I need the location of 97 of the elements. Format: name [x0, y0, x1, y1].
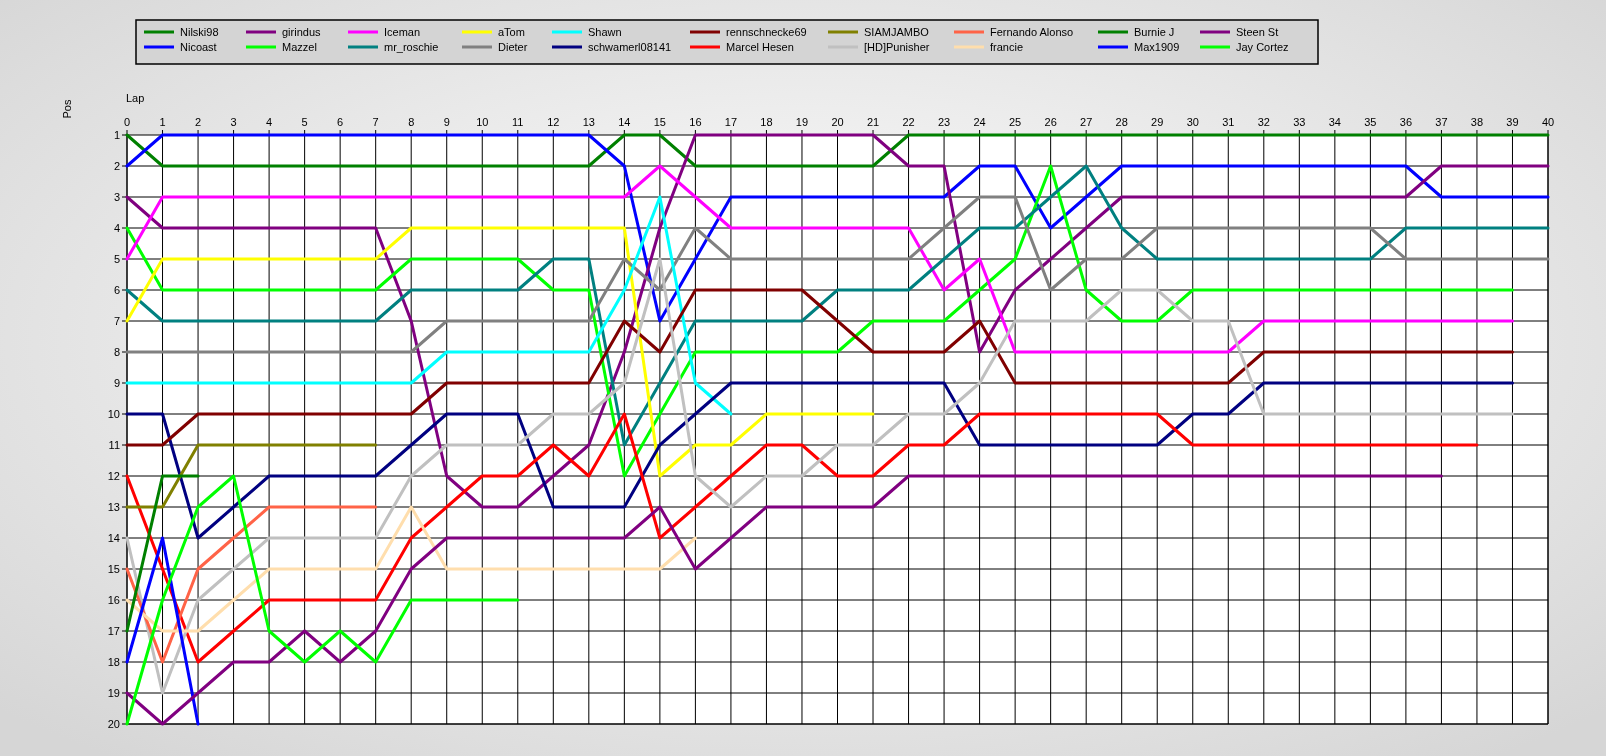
x-tick-label: 13 [582, 116, 595, 128]
legend-label: Fernando Alonso [990, 26, 1074, 38]
legend-label: Nicoast [180, 41, 217, 53]
y-tick-label: 2 [113, 160, 120, 172]
x-tick-label: 27 [1080, 116, 1093, 128]
y-tick-label: 7 [113, 315, 120, 327]
legend-label: Marcel Hesen [726, 41, 794, 53]
line-series [125, 257, 1514, 695]
line-series [125, 133, 1550, 323]
y-tick-label: 10 [107, 408, 120, 420]
legend-label: aTom [498, 26, 525, 38]
legend-label: Steen St [1236, 26, 1279, 38]
legend-label: rennschnecke69 [726, 26, 807, 38]
x-tick-label: 28 [1115, 116, 1128, 128]
x-tick-label: 29 [1151, 116, 1164, 128]
x-tick-label: 9 [443, 116, 450, 128]
line-series [125, 412, 1479, 664]
y-tick-label: 16 [107, 594, 120, 606]
y-tick-label: 11 [108, 439, 120, 451]
line-series [125, 474, 520, 726]
x-tick-label: 40 [1541, 116, 1555, 128]
y-tick-label: 15 [107, 563, 120, 575]
line-series [125, 195, 1550, 354]
x-tick-label: 31 [1222, 116, 1235, 128]
x-tick-label: 12 [547, 116, 560, 128]
x-tick-label: 32 [1257, 116, 1270, 128]
y-tick-label: 17 [107, 625, 120, 637]
line-series [125, 288, 1514, 447]
x-tick-label: 23 [937, 116, 951, 128]
y-tick-label: 8 [113, 346, 120, 358]
x-tick-label: 36 [1399, 116, 1413, 128]
legend-label: mr_roschie [384, 41, 439, 53]
legend-label: SIAMJAMBO [864, 26, 930, 38]
y-tick-label: 5 [113, 253, 120, 265]
x-tick-label: 10 [476, 116, 489, 128]
legend-label: Burnie J [1134, 26, 1175, 38]
legend-label: Mazzel [282, 41, 317, 53]
x-tick-label: 8 [408, 116, 415, 128]
x-tick-label: 3 [230, 116, 237, 128]
legend-label: Max1909 [1134, 41, 1180, 53]
y-tick-label: 1 [113, 129, 120, 141]
y-tick-label: 12 [107, 470, 120, 482]
y-tick-label: 13 [107, 501, 120, 513]
legend-label: Iceman [384, 26, 421, 38]
legend-label: [HD]Punisher [864, 41, 930, 53]
x-axis-title: Lap [126, 92, 145, 104]
x-tick-label: 0 [123, 116, 131, 128]
legend-label: schwamerl08141 [588, 41, 672, 53]
y-tick-label: 19 [107, 687, 120, 699]
x-tick-label: 21 [866, 116, 880, 128]
x-tick-label: 14 [618, 116, 631, 128]
line-series [125, 164, 1514, 354]
x-tick-label: 11 [512, 116, 524, 128]
x-tick-label: 6 [337, 116, 344, 128]
x-tick-label: 30 [1186, 116, 1199, 128]
x-tick-label: 22 [902, 116, 915, 128]
x-tick-label: 35 [1364, 116, 1377, 128]
legend-label: girindus [282, 26, 322, 38]
line-series [125, 226, 875, 478]
legend-label: francie [990, 41, 1024, 53]
x-tick-label: 34 [1328, 116, 1341, 128]
y-tick-label: 3 [113, 191, 120, 203]
y-axis-title: Pos [61, 99, 73, 119]
x-tick-label: 37 [1435, 116, 1448, 128]
x-tick-label: 4 [266, 116, 273, 128]
legend-label: Nilski98 [180, 26, 219, 38]
line-series [125, 505, 697, 633]
x-tick-label: 1 [159, 116, 166, 128]
y-tick-label: 18 [107, 656, 120, 668]
x-tick-label: 24 [973, 116, 986, 128]
x-tick-label: 39 [1506, 116, 1519, 128]
x-tick-label: 15 [653, 116, 666, 128]
line-series [125, 505, 378, 664]
x-tick-label: 25 [1009, 116, 1022, 128]
legend-label: Shawn [588, 26, 622, 38]
line-series [125, 133, 1550, 509]
line-series [125, 381, 1514, 540]
legend-label: Jay Cortez [1236, 41, 1289, 53]
line-series [125, 195, 733, 416]
x-tick-label: 18 [760, 116, 773, 128]
x-tick-label: 20 [831, 116, 844, 128]
x-tick-label: 7 [372, 116, 379, 128]
x-tick-label: 5 [301, 116, 308, 128]
x-tick-label: 2 [194, 116, 202, 128]
x-tick-label: 33 [1293, 116, 1306, 128]
x-tick-label: 17 [724, 116, 738, 128]
y-tick-label: 9 [113, 377, 120, 389]
legend-label: Dieter [498, 41, 528, 53]
x-tick-label: 19 [795, 116, 809, 128]
y-tick-label: 14 [107, 532, 120, 544]
x-tick-label: 26 [1044, 116, 1057, 128]
x-tick-label: 38 [1470, 116, 1484, 128]
y-tick-label: 6 [113, 284, 120, 296]
y-tick-label: 4 [113, 222, 120, 234]
x-tick-label: 16 [689, 116, 702, 128]
y-tick-label: 20 [107, 718, 120, 730]
line-series [125, 474, 1443, 726]
